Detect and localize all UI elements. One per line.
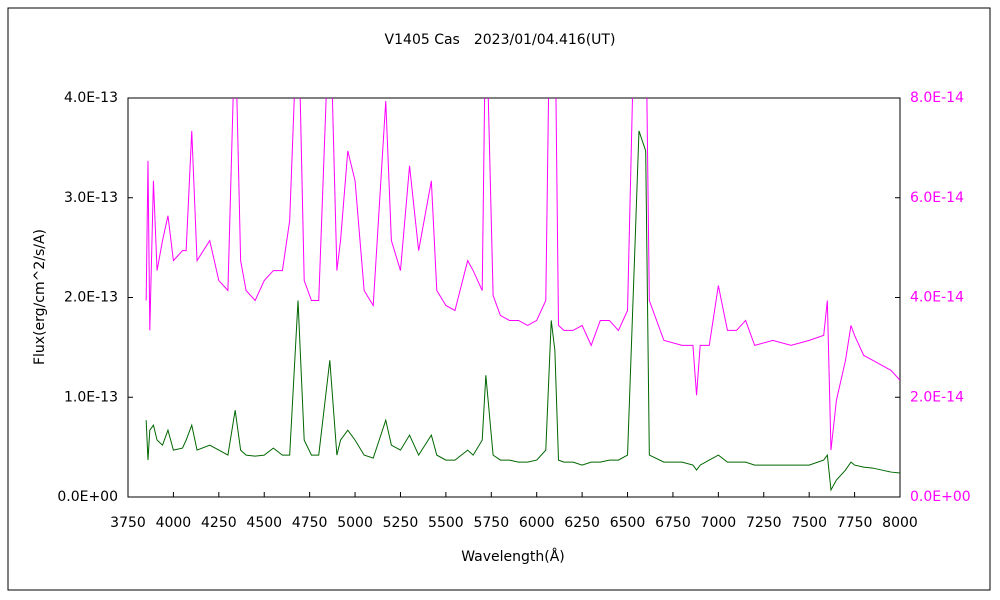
x-tick-label: 4750	[292, 515, 328, 531]
x-tick-label: 5000	[337, 515, 373, 531]
y2-tick-label: 6.0E-14	[910, 190, 964, 206]
x-tick-label: 5750	[473, 515, 509, 531]
x-tick-label: 7750	[837, 515, 873, 531]
x-tick-label: 7000	[701, 515, 737, 531]
x-tick-label: 6000	[519, 515, 555, 531]
y-tick-label: 3.0E-13	[64, 190, 118, 206]
x-tick-label: 6500	[610, 515, 646, 531]
x-tick-label: 3750	[110, 515, 146, 531]
x-tick-label: 5250	[383, 515, 419, 531]
x-tick-label: 7250	[746, 515, 782, 531]
y2-tick-label: 8.0E-14	[910, 90, 964, 106]
y2-tick-label: 0.0E+00	[910, 489, 971, 505]
chart-frame	[7, 7, 991, 591]
y2-tick-label: 2.0E-14	[910, 389, 964, 405]
x-tick-label: 6750	[655, 515, 691, 531]
x-tick-label: 6250	[564, 515, 600, 531]
x-tick-label: 7500	[791, 515, 827, 531]
y-tick-label: 1.0E-13	[64, 389, 118, 405]
y-tick-label: 4.0E-13	[64, 90, 118, 106]
x-axis-label: Wavelength(Å)	[461, 548, 565, 565]
spectrum-line	[145, 98, 900, 451]
x-tick-label: 4000	[156, 515, 192, 531]
spectrum-line	[145, 130, 900, 492]
x-tick-label: 4250	[201, 515, 237, 531]
y-tick-label: 0.0E+00	[57, 489, 118, 505]
y2-tick-label: 4.0E-14	[910, 290, 964, 306]
x-tick-label: 8000	[882, 515, 918, 531]
y-tick-label: 2.0E-13	[64, 290, 118, 306]
x-tick-label: 4500	[246, 515, 282, 531]
y-axis-label: Flux(erg/cm^2/s/A)	[32, 229, 48, 365]
x-tick-label: 5500	[428, 515, 464, 531]
chart-title: V1405 Cas 2023/01/04.416(UT)	[385, 32, 616, 48]
